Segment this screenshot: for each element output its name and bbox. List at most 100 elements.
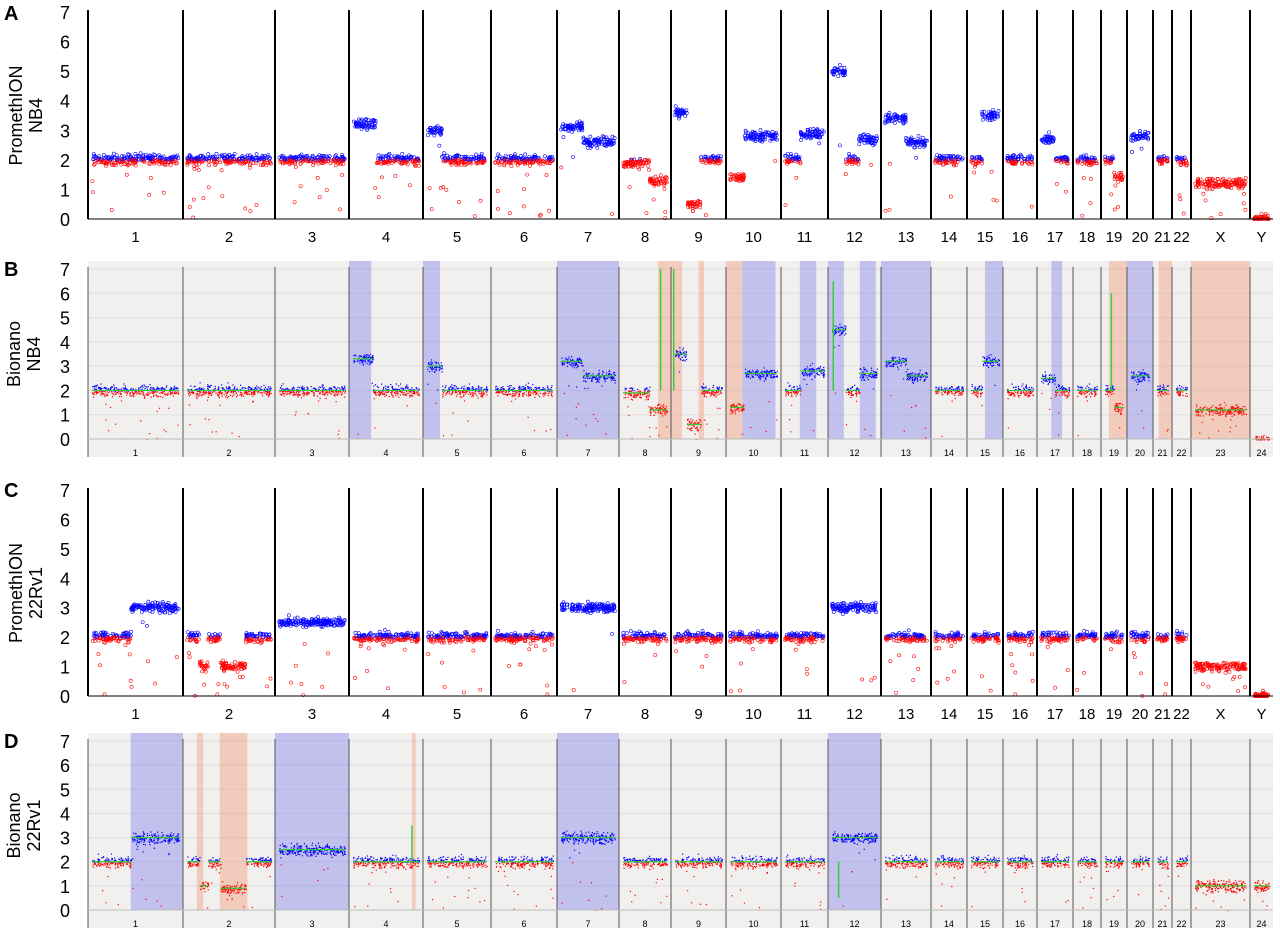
point xyxy=(689,429,691,431)
point xyxy=(221,395,223,397)
point xyxy=(481,391,483,393)
point xyxy=(658,173,663,178)
point xyxy=(655,407,657,409)
point xyxy=(240,392,243,394)
point xyxy=(437,389,439,391)
point xyxy=(1116,205,1120,209)
point xyxy=(530,392,532,394)
point xyxy=(298,184,303,189)
point xyxy=(763,380,765,382)
point xyxy=(637,390,639,393)
point xyxy=(510,385,512,387)
point xyxy=(210,394,212,397)
point xyxy=(207,387,209,389)
point xyxy=(373,186,378,190)
point xyxy=(201,388,203,390)
point xyxy=(478,198,483,203)
point xyxy=(438,132,443,137)
shaded-region-chr-13 xyxy=(881,261,931,439)
point xyxy=(108,388,110,390)
point xyxy=(98,387,101,390)
point xyxy=(612,377,614,379)
point xyxy=(395,156,400,161)
point xyxy=(730,408,732,410)
point xyxy=(527,391,530,393)
point xyxy=(486,388,488,390)
point xyxy=(164,388,166,390)
point xyxy=(104,393,106,395)
chromosome-label: 15 xyxy=(977,229,994,246)
point xyxy=(105,419,107,421)
point xyxy=(539,396,541,398)
point xyxy=(372,123,377,128)
point xyxy=(235,396,238,398)
point xyxy=(353,361,356,363)
point xyxy=(328,391,331,393)
point xyxy=(463,385,465,387)
point xyxy=(634,394,636,396)
point xyxy=(592,413,595,416)
point xyxy=(716,387,718,390)
point xyxy=(306,386,308,388)
point xyxy=(509,393,512,395)
point xyxy=(198,388,200,390)
point xyxy=(495,189,500,193)
point xyxy=(326,391,329,393)
point xyxy=(334,393,336,395)
point xyxy=(742,409,745,411)
point xyxy=(477,387,479,389)
point xyxy=(266,390,268,393)
point xyxy=(624,389,626,391)
point xyxy=(142,386,144,388)
point xyxy=(462,392,464,394)
point xyxy=(395,383,398,385)
point xyxy=(561,357,563,359)
point xyxy=(353,359,355,362)
point xyxy=(303,394,305,397)
point xyxy=(123,383,125,385)
point xyxy=(678,355,680,357)
point xyxy=(341,162,346,166)
point xyxy=(737,409,739,411)
point xyxy=(217,393,219,395)
point xyxy=(228,386,230,388)
point xyxy=(586,373,588,375)
point xyxy=(1088,201,1093,206)
point xyxy=(395,154,400,159)
point xyxy=(544,173,549,177)
point xyxy=(268,388,270,390)
point xyxy=(93,391,95,393)
point xyxy=(448,391,450,393)
point xyxy=(359,354,361,357)
shaded-region-chr-11 xyxy=(799,261,817,439)
point xyxy=(474,393,477,395)
point xyxy=(472,214,477,219)
point xyxy=(104,395,106,398)
point xyxy=(177,392,179,394)
point xyxy=(373,385,375,387)
point xyxy=(456,391,458,393)
point xyxy=(408,392,410,394)
point xyxy=(164,156,169,161)
point xyxy=(561,364,564,366)
point xyxy=(429,207,434,212)
point xyxy=(464,388,466,390)
point xyxy=(1030,162,1035,167)
y-axis-label-line1: PromethION xyxy=(6,65,26,165)
point xyxy=(679,350,681,352)
point xyxy=(611,378,613,380)
point xyxy=(156,387,158,389)
point xyxy=(550,158,555,163)
point xyxy=(131,391,133,393)
point xyxy=(660,412,662,415)
point xyxy=(411,391,413,393)
point xyxy=(100,158,105,162)
point xyxy=(187,205,192,209)
point xyxy=(1243,207,1248,212)
point xyxy=(379,175,384,180)
point xyxy=(373,398,375,400)
point xyxy=(575,362,578,364)
point xyxy=(206,185,211,190)
point xyxy=(147,192,152,197)
point xyxy=(109,161,114,166)
